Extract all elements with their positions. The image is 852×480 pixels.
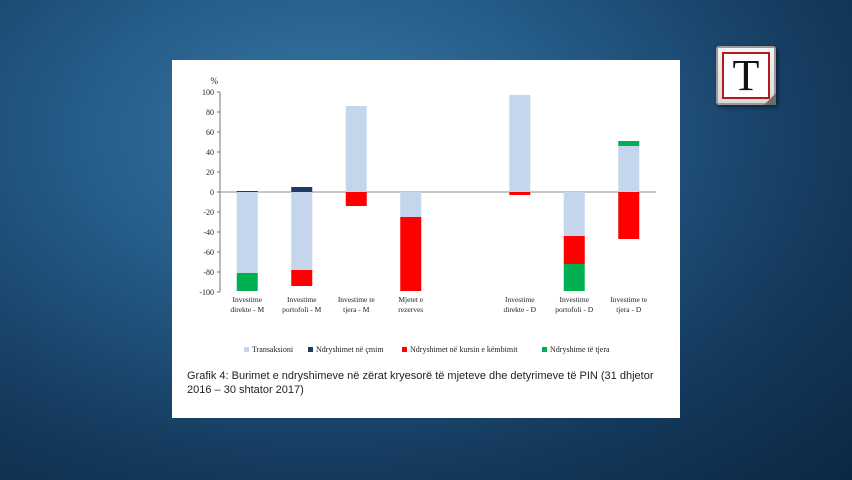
x-tick-label: Investime (287, 295, 317, 304)
x-tick-label: rezerves (398, 305, 423, 314)
logo-page-curl-icon (764, 93, 776, 105)
x-tick-label: tjera - D (616, 305, 642, 314)
bar-segment (291, 187, 313, 192)
bar-segment (400, 192, 422, 217)
bar-segment (509, 192, 531, 195)
bar-segment (618, 146, 640, 192)
bar-segment (291, 270, 313, 286)
legend-swatch (308, 347, 313, 352)
bar-segment (236, 192, 258, 273)
bar-segment (345, 192, 367, 206)
y-tick-label: 60 (206, 128, 214, 137)
bar-segment (563, 236, 585, 264)
bar-segment (618, 192, 640, 239)
bar-segment (236, 273, 258, 291)
x-tick-label: Investime (559, 295, 589, 304)
y-tick-label: -40 (203, 228, 214, 237)
y-tick-label: 40 (206, 148, 214, 157)
legend-label: Ndryshimet në çmim (316, 345, 384, 354)
x-tick-label: Investime (505, 295, 535, 304)
x-tick-label: direkte - M (230, 305, 264, 314)
chart-caption: Grafik 4: Burimet e ndryshimeve në zërat… (187, 370, 654, 396)
legend-swatch (244, 347, 249, 352)
slide-panel: % 100 80 60 40 20 0 -20 -40 -60 -80 -100 Investime d… (172, 60, 680, 418)
brand-logo: T (716, 46, 776, 105)
bar-segment (509, 95, 531, 192)
x-tick-label: portofoli - M (282, 305, 321, 314)
legend-label: Ndryshimet në kursin e këmbimit (410, 345, 518, 354)
bar-segment (563, 192, 585, 236)
y-tick-label: -60 (203, 248, 214, 257)
y-tick-label: -100 (199, 288, 214, 297)
bar-segment (618, 141, 640, 146)
bar-segment (236, 191, 258, 192)
x-tick-label: tjera - M (343, 305, 370, 314)
x-tick-label: Investime te (338, 295, 376, 304)
legend-label: Transaksioni (252, 345, 294, 354)
x-tick-label: Investime (232, 295, 262, 304)
legend-swatch (402, 347, 407, 352)
logo-letter: T (722, 52, 770, 99)
y-tick-label: 80 (206, 108, 214, 117)
y-tick-label: -80 (203, 268, 214, 277)
x-tick-label: Mjetet e (398, 295, 423, 304)
legend-label: Ndryshime të tjera (550, 345, 610, 354)
x-tick-label: direkte - D (504, 305, 537, 314)
y-tick-label: 100 (202, 88, 214, 97)
y-axis-label: % (211, 76, 219, 86)
x-tick-label: portofoli - D (555, 305, 593, 314)
y-tick-label: 20 (206, 168, 214, 177)
x-tick-label: Investime te (610, 295, 648, 304)
bar-segment (345, 106, 367, 192)
legend-swatch (542, 347, 547, 352)
bar-segment (400, 217, 422, 291)
bar-segment (291, 192, 313, 270)
y-tick-label: -20 (203, 208, 214, 217)
y-tick-label: 0 (210, 188, 214, 197)
bar-segment (563, 264, 585, 291)
